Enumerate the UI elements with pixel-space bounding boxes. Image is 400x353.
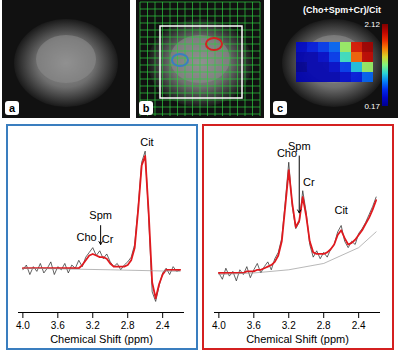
svg-text:(Cho+Spm+Cr)/Cit: (Cho+Spm+Cr)/Cit — [303, 5, 381, 15]
svg-text:Cho: Cho — [276, 147, 298, 160]
svg-text:2.12: 2.12 — [364, 20, 380, 29]
svg-text:Cr: Cr — [102, 233, 114, 245]
svg-text:Cit: Cit — [140, 136, 153, 148]
svg-text:2.8: 2.8 — [317, 320, 331, 331]
svg-text:Spm: Spm — [288, 140, 311, 152]
svg-text:b: b — [143, 102, 150, 114]
svg-text:Cho: Cho — [77, 231, 97, 243]
svg-text:2.8: 2.8 — [121, 320, 135, 331]
svg-text:3.2: 3.2 — [282, 320, 296, 331]
svg-text:4.0: 4.0 — [16, 320, 30, 331]
svg-text:4.0: 4.0 — [212, 320, 226, 331]
svg-text:Chemical Shift (ppm): Chemical Shift (ppm) — [50, 333, 153, 345]
svg-text:3.6: 3.6 — [51, 320, 65, 331]
svg-text:3.6: 3.6 — [247, 320, 261, 331]
svg-text:Chemical Shift (ppm): Chemical Shift (ppm) — [246, 333, 349, 345]
svg-text:2.4: 2.4 — [156, 320, 170, 331]
svg-text:Cit: Cit — [334, 204, 347, 216]
svg-text:3.2: 3.2 — [86, 320, 100, 331]
svg-text:a: a — [9, 102, 16, 114]
svg-text:Cr: Cr — [303, 176, 315, 188]
svg-text:2.4: 2.4 — [352, 320, 366, 331]
svg-text:c: c — [277, 102, 283, 114]
svg-text:Spm: Spm — [89, 209, 112, 221]
svg-text:0.17: 0.17 — [364, 102, 380, 111]
